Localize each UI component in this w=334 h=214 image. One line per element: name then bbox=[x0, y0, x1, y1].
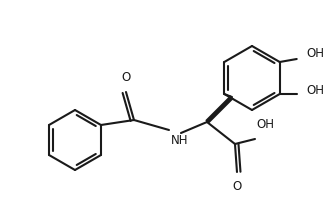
Text: OH: OH bbox=[256, 118, 274, 131]
Text: OH: OH bbox=[307, 83, 325, 97]
Text: O: O bbox=[232, 180, 241, 193]
Text: NH: NH bbox=[171, 134, 188, 147]
Text: O: O bbox=[121, 71, 131, 84]
Text: OH: OH bbox=[307, 46, 325, 59]
